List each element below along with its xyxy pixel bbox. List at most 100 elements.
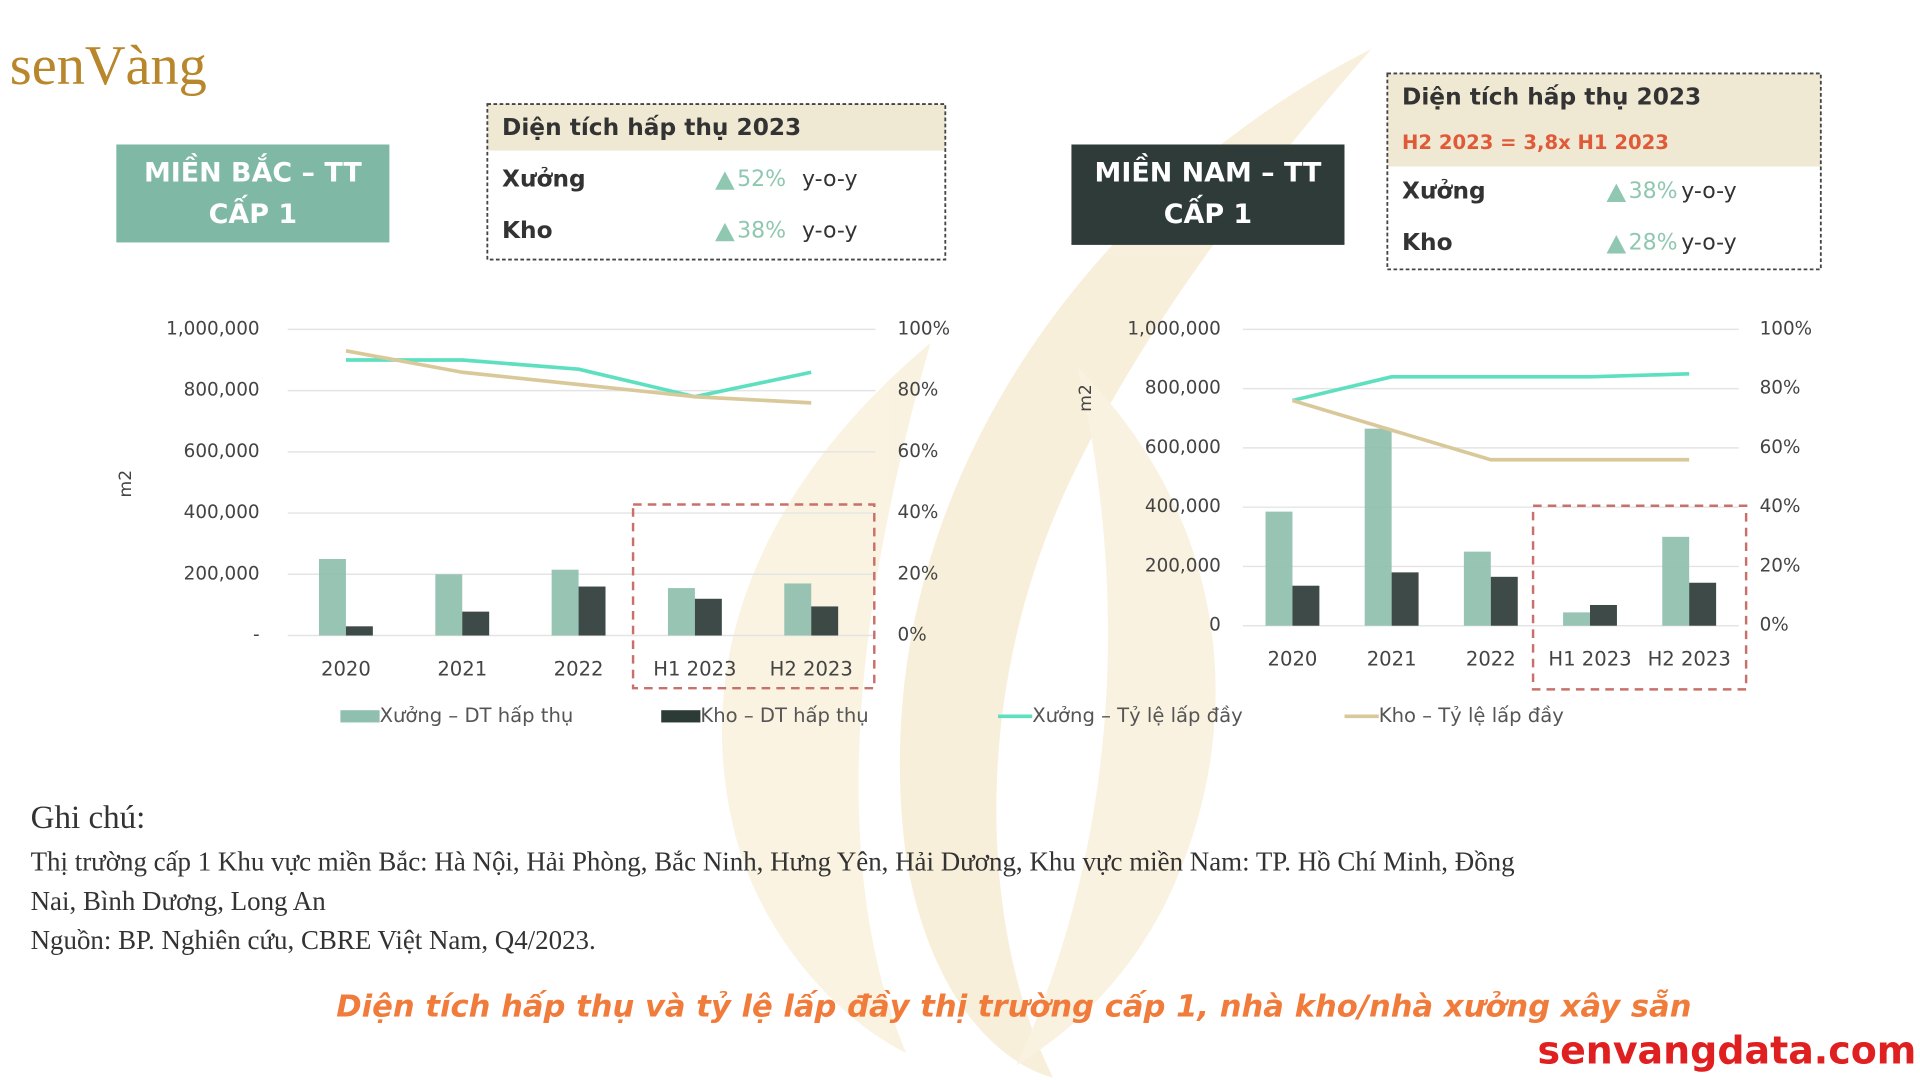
y2-tick-label: 100%: [898, 318, 951, 339]
y2-tick-label: 0%: [898, 625, 927, 646]
summary-unit: y-o-y: [1681, 231, 1737, 256]
x-tick-label: 2020: [1268, 648, 1318, 671]
bar: [345, 626, 373, 636]
bar: [1689, 582, 1717, 626]
region-box: [116, 144, 390, 243]
y2-tick-label: 80%: [1760, 378, 1801, 399]
bar: [551, 569, 579, 636]
summary-header: [1387, 73, 1821, 167]
summary-box: [1386, 72, 1822, 271]
bar: [1463, 551, 1491, 626]
logo: senVàng: [10, 35, 207, 97]
line: [345, 358, 812, 399]
line: [345, 349, 812, 405]
y-tick-label: 1,000,000: [1127, 318, 1220, 339]
y-tick-label: 800,000: [184, 380, 260, 401]
y-tick-label: 800,000: [1145, 378, 1221, 399]
y-tick-label: 0: [1209, 615, 1221, 636]
y-tick-label: 400,000: [184, 502, 260, 523]
up-icon: [1606, 235, 1627, 254]
x-tick-label: 2021: [437, 657, 487, 680]
legend-label: Kho – DT hấp thụ: [700, 704, 868, 727]
summary-row-label: Kho: [1402, 229, 1453, 256]
y2-tick-label: 80%: [898, 380, 939, 401]
x-tick-label: H1 2023: [1548, 648, 1631, 671]
notes-line: Thị trường cấp 1 Khu vực miền Bắc: Hà Nộ…: [31, 847, 1515, 877]
legend-label: Xưởng – DT hấp thụ: [380, 704, 574, 727]
summary-change: 38%: [1629, 179, 1678, 204]
y-axis-label: m2: [116, 470, 136, 498]
bar: [1391, 572, 1419, 626]
bar: [1364, 428, 1392, 626]
summary-unit: y-o-y: [802, 167, 858, 192]
bar: [1292, 585, 1320, 626]
legend-swatch: [661, 710, 701, 723]
summary-box: [486, 103, 947, 261]
region-label: CẤP 1: [209, 194, 297, 230]
y2-tick-label: 40%: [898, 502, 939, 523]
summary-row-label: Xưởng: [502, 165, 586, 192]
region-label: MIỀN BẮC – TT: [144, 152, 362, 188]
bar: [667, 588, 695, 636]
y2-tick-label: 100%: [1760, 318, 1813, 339]
summary-row-label: Kho: [502, 217, 553, 244]
notes-line: Nguồn: BP. Nghiên cứu, CBRE Việt Nam, Q4…: [31, 925, 596, 955]
bar: [1490, 576, 1518, 626]
y2-tick-label: 20%: [1760, 555, 1801, 576]
bar: [1563, 612, 1590, 626]
up-icon: [715, 222, 735, 242]
y-tick-label: 200,000: [184, 563, 260, 584]
bar: [578, 586, 606, 636]
summary-change: 52%: [737, 167, 786, 192]
bar: [694, 598, 722, 636]
charts: MIỀN BẮC – TT CẤP 1 Diện tích hấp thụ 2023…: [116, 72, 1822, 691]
region-label: CẤP 1: [1164, 194, 1252, 230]
legend-swatch: [340, 710, 380, 723]
bar: [1590, 604, 1617, 626]
region-box: [1071, 144, 1345, 245]
y2-tick-label: 20%: [898, 563, 939, 584]
x-tick-label: 2022: [554, 657, 604, 680]
bar: [318, 558, 346, 636]
bar: [1265, 511, 1293, 626]
y-tick-label: 600,000: [184, 441, 260, 462]
line: [1291, 398, 1690, 462]
y2-tick-label: 60%: [1760, 437, 1801, 458]
legend-label: Kho – Tỷ lệ lấp đầy: [1379, 704, 1564, 727]
summary-title: Diện tích hấp thụ 2023: [1402, 83, 1701, 110]
summary-title: Diện tích hấp thụ 2023: [502, 114, 801, 141]
highlight-box: [631, 503, 876, 690]
chart: MIỀN BẮC – TT CẤP 1 Diện tích hấp thụ 2023…: [116, 103, 951, 690]
watermark: [721, 48, 1372, 1078]
website: senvangdata.com: [1538, 1029, 1917, 1073]
bar: [784, 583, 812, 636]
x-tick-label: 2022: [1466, 648, 1516, 671]
y-tick-label: 200,000: [1145, 555, 1221, 576]
notes-title: Ghi chú:: [31, 800, 146, 836]
x-tick-label: H2 2023: [770, 657, 853, 680]
bar: [1662, 536, 1690, 626]
y2-tick-label: 0%: [1760, 615, 1789, 636]
legend: Xưởng – DT hấp thụ Kho – DT hấp thụ Xưởng …: [340, 704, 1564, 727]
x-tick-label: H1 2023: [653, 657, 736, 680]
y2-tick-label: 40%: [1760, 496, 1801, 517]
y-tick-label: 1,000,000: [166, 318, 259, 339]
x-tick-label: 2020: [321, 657, 371, 680]
summary-unit: y-o-y: [802, 218, 858, 243]
x-tick-label: 2021: [1367, 648, 1417, 671]
y-tick-label: 600,000: [1145, 437, 1221, 458]
up-icon: [1606, 183, 1627, 203]
legend-label: Xưởng – Tỷ lệ lấp đầy: [1032, 704, 1242, 727]
y2-tick-label: 60%: [898, 441, 939, 462]
summary-unit: y-o-y: [1681, 179, 1737, 204]
summary-row-label: Xưởng: [1402, 178, 1486, 205]
bar: [462, 611, 490, 636]
y-tick-label: 400,000: [1145, 496, 1221, 517]
caption: Diện tích hấp thụ và tỷ lệ lấp đầy thị t…: [336, 988, 1691, 1024]
bar: [811, 606, 839, 636]
summary-header: [487, 104, 946, 151]
summary-change: 28%: [1629, 231, 1678, 256]
region-label: MIỀN NAM – TT: [1095, 153, 1322, 188]
summary-note: H2 2023 = 3,8x H1 2023: [1402, 131, 1669, 154]
